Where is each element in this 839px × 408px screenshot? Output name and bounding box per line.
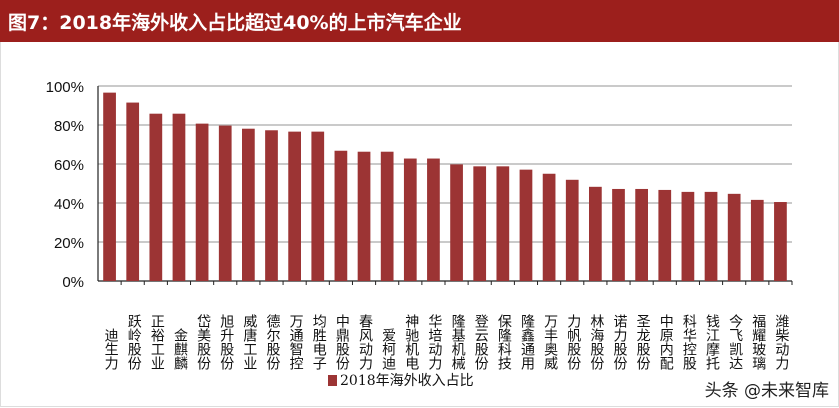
- bar: [774, 202, 787, 281]
- x-tick-label: 神驰机电: [403, 314, 420, 370]
- legend: 2018年海外收入占比: [328, 370, 474, 390]
- x-tick-label: 威唐工业: [241, 314, 258, 370]
- bar: [195, 123, 209, 281]
- chart-title: 图7：2018年海外收入占比超过40%的上市汽车企业: [8, 12, 462, 34]
- x-tick-label: 登云股份: [472, 314, 489, 370]
- bar: [612, 188, 625, 281]
- x-tick-label: 跃岭股份: [125, 314, 142, 370]
- x-tick-label: 中鼎股份: [333, 314, 350, 370]
- x-tick-label: 迪生力: [102, 328, 119, 370]
- bar: [450, 164, 463, 281]
- bar: [334, 150, 348, 281]
- bar: [750, 199, 764, 281]
- watermark: 头条 @未来智库: [704, 381, 829, 401]
- bar: [149, 113, 163, 281]
- bar: [242, 128, 255, 281]
- x-tick-label: 诺力股份: [611, 314, 628, 370]
- y-tick-label: 100%: [46, 79, 84, 96]
- x-tick-label: 钱江摩托: [704, 314, 721, 370]
- bar: [288, 131, 301, 281]
- x-tick-label: 德尔股份: [264, 314, 281, 370]
- y-tick-label: 40%: [54, 196, 84, 213]
- bar: [658, 189, 672, 281]
- x-tick-label: 林海股份: [588, 314, 605, 370]
- x-tick-label: 旭升股份: [218, 314, 235, 370]
- x-tick-label: 隆基机械: [449, 314, 466, 370]
- x-tick-label: 中原内配: [657, 314, 674, 370]
- bar: [496, 166, 510, 281]
- y-tick-label: 60%: [54, 157, 84, 174]
- bar: [589, 186, 602, 281]
- bar: [519, 169, 533, 281]
- x-tick-label: 均胜电子: [310, 314, 327, 370]
- bar: [681, 191, 695, 281]
- bar: [126, 102, 140, 281]
- bar: [427, 158, 440, 281]
- bar: [380, 151, 394, 281]
- x-tick-label: 福耀玻璃: [750, 314, 767, 370]
- y-tick-label: 20%: [54, 235, 84, 252]
- x-tick-label: 隆鑫通用: [518, 314, 535, 370]
- x-tick-label: 潍柴动力: [773, 314, 790, 370]
- x-tick-label: 岱美股份: [195, 314, 212, 370]
- bar: [473, 166, 487, 281]
- x-tick-label: 春风动力: [357, 314, 374, 370]
- x-tick-label: 金麒麟: [171, 328, 188, 370]
- legend-swatch: [328, 374, 337, 386]
- y-tick-label: 0%: [62, 274, 84, 291]
- y-tick-label: 80%: [54, 118, 84, 135]
- bar: [727, 193, 741, 281]
- x-tick-label: 华培动力: [426, 314, 443, 370]
- x-tick-label: 万丰奥威: [542, 314, 559, 370]
- x-tick-label: 保隆科技: [495, 314, 512, 370]
- bar: [311, 131, 325, 281]
- bar: [265, 130, 278, 281]
- legend-label: 2018年海外收入占比: [340, 373, 474, 389]
- title-bar: 图7：2018年海外收入占比超过40%的上市汽车企业: [0, 0, 839, 42]
- x-tick-label: 科华控股: [680, 314, 697, 370]
- bar: [542, 173, 556, 281]
- x-tick-label: 万通智控: [287, 314, 304, 370]
- bar: [218, 125, 232, 282]
- bar: [565, 179, 579, 281]
- x-tick-label: 力帆股份: [565, 314, 582, 370]
- bar: [103, 92, 116, 281]
- bar: [172, 113, 186, 281]
- x-tick-label: 正裕工业: [148, 314, 165, 370]
- bar: [635, 188, 648, 281]
- x-tick-label: 圣龙股份: [634, 314, 651, 370]
- bar: [704, 191, 718, 281]
- x-tick-label: 今飞凯达: [727, 314, 744, 370]
- x-tick-label: 爱柯迪: [380, 328, 397, 370]
- bar: [357, 151, 371, 281]
- bar: [403, 158, 417, 281]
